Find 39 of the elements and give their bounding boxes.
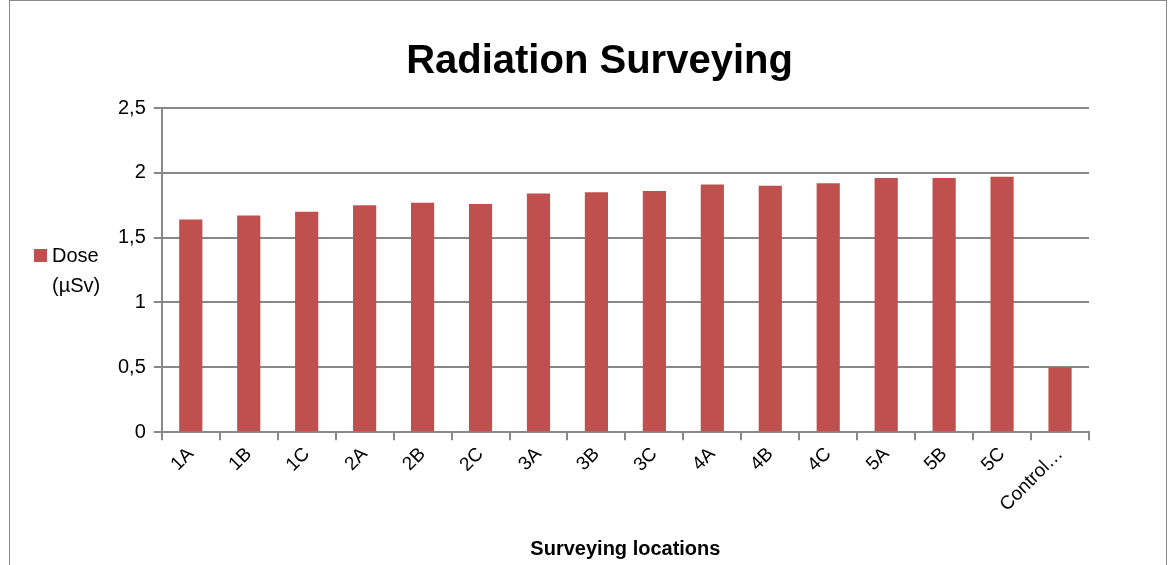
bar bbox=[932, 178, 956, 432]
x-tick-label: 3C bbox=[628, 442, 661, 475]
bar bbox=[353, 205, 377, 432]
y-tick-label: 0 bbox=[134, 419, 146, 442]
x-tick-label: 4C bbox=[802, 442, 835, 475]
x-tick-label: 3B bbox=[571, 442, 603, 475]
bar bbox=[526, 193, 551, 432]
y-tick-label: 1,5 bbox=[117, 225, 146, 248]
y-tick-label: 2 bbox=[134, 160, 146, 183]
bar bbox=[410, 202, 435, 432]
x-tick-label: 5A bbox=[861, 442, 893, 475]
x-tick-label: 1B bbox=[223, 442, 256, 475]
bar bbox=[179, 219, 203, 432]
x-tick-label: 1A bbox=[166, 442, 198, 475]
bar bbox=[758, 185, 782, 432]
bar bbox=[816, 183, 840, 432]
bar bbox=[468, 203, 493, 432]
bar bbox=[295, 211, 319, 432]
bar bbox=[642, 190, 666, 432]
bar bbox=[584, 192, 609, 432]
y-tick-label: 1 bbox=[134, 290, 146, 312]
x-tick-label: 4A bbox=[687, 442, 720, 475]
x-axis-title: Surveying locations bbox=[530, 536, 721, 559]
y-tick-label: 0,5 bbox=[117, 354, 146, 377]
x-tick-label: 2A bbox=[339, 442, 372, 475]
x-tick-label: 2B bbox=[397, 442, 430, 475]
x-tick-label: 2C bbox=[455, 442, 488, 475]
bar bbox=[237, 215, 261, 432]
bar bbox=[700, 184, 724, 432]
bar bbox=[990, 176, 1014, 432]
bar bbox=[874, 178, 898, 432]
x-tick-label: 5B bbox=[919, 442, 951, 475]
chart-title: Radiation Surveying bbox=[406, 37, 793, 82]
bar bbox=[1048, 367, 1072, 432]
x-tick-label: 1C bbox=[281, 442, 314, 475]
x-tick-label: 4B bbox=[745, 442, 777, 475]
legend-label: Dose (µSv) bbox=[52, 244, 101, 296]
y-tick-label: 2,5 bbox=[117, 95, 146, 118]
x-tick-label: 3A bbox=[513, 442, 546, 475]
